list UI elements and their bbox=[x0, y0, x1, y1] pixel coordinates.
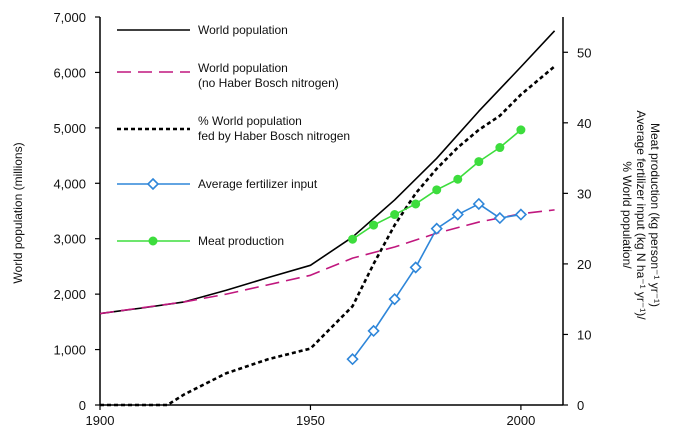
legend-label: fed by Haber Bosch nitrogen bbox=[198, 129, 350, 143]
series-line-world-population-fed-by-haber-bosch-nitrogen bbox=[100, 65, 556, 407]
data-point bbox=[388, 293, 401, 306]
series-meat-production bbox=[348, 125, 526, 244]
data-point bbox=[432, 185, 442, 195]
y-axis-right-label-line-2: Average fertilizer input (kg N ha⁻¹ yr⁻¹… bbox=[634, 110, 648, 320]
legend-label: Meat production bbox=[198, 234, 284, 248]
data-point bbox=[367, 324, 380, 338]
x-tick-label: 1950 bbox=[296, 413, 325, 428]
x-tick-label: 1900 bbox=[86, 413, 115, 428]
data-point bbox=[493, 211, 506, 225]
data-point bbox=[369, 220, 379, 230]
series-layer bbox=[99, 30, 556, 407]
y-right-tick-label: 50 bbox=[577, 45, 591, 60]
y-left-tick-label: 0 bbox=[79, 398, 86, 413]
plot-frame bbox=[99, 17, 564, 406]
data-point bbox=[495, 143, 505, 153]
y-right-tick-label: 20 bbox=[577, 257, 591, 272]
legend-label: World population bbox=[198, 23, 288, 37]
y-left-tick-label: 3,000 bbox=[53, 232, 86, 247]
data-point bbox=[348, 234, 358, 244]
y-right-tick-label: 30 bbox=[577, 186, 591, 201]
data-point bbox=[514, 208, 528, 221]
data-point bbox=[453, 174, 463, 184]
y-left-tick-label: 7,000 bbox=[53, 10, 86, 25]
data-point bbox=[430, 222, 443, 235]
y-axis-right-label-line-3: Meat production (kg person⁻¹ yr⁻¹) bbox=[648, 123, 662, 307]
legend-marker bbox=[148, 236, 158, 246]
data-point bbox=[474, 157, 484, 167]
legend-marker bbox=[146, 177, 160, 191]
data-point bbox=[451, 208, 464, 221]
y-right-tick-label: 0 bbox=[577, 398, 584, 413]
y-left-tick-label: 2,000 bbox=[53, 287, 86, 302]
legend-label: (no Haber Bosch nitrogen) bbox=[198, 76, 339, 90]
data-point bbox=[411, 199, 421, 209]
y-right-tick-label: 10 bbox=[577, 327, 591, 342]
data-point bbox=[409, 261, 422, 274]
ticks: 1900 1950 2000 0 1,000 2,000 3,000 4,000 5,000 6,… bbox=[53, 10, 591, 428]
legend-label: Average fertilizer input bbox=[198, 177, 318, 191]
series-line-world-population bbox=[99, 30, 556, 315]
legend-label: World population bbox=[198, 61, 288, 75]
series-world-population-fed-by-haber-bosch-nitrogen bbox=[100, 65, 556, 407]
y-left-tick-label: 4,000 bbox=[53, 176, 86, 191]
x-tick-label: 2000 bbox=[506, 413, 535, 428]
legend-item: World population bbox=[117, 23, 288, 37]
series-average-fertilizer-input bbox=[346, 197, 528, 366]
legend-item: Meat production bbox=[117, 234, 284, 248]
data-point bbox=[390, 210, 400, 220]
data-point bbox=[472, 197, 485, 211]
legend-item: World population(no Haber Bosch nitrogen… bbox=[117, 61, 339, 90]
y-right-tick-label: 40 bbox=[577, 116, 591, 131]
y-axis-right-label-line-1: % World population/ bbox=[620, 161, 634, 269]
legend-label: % World population bbox=[198, 114, 302, 128]
series-line-world-population-no-haber-bosch-nitrogen bbox=[99, 209, 555, 315]
series-world-population bbox=[99, 30, 556, 315]
y-axis-right-label: % World population/ Average fertilizer i… bbox=[620, 110, 662, 320]
y-left-tick-label: 6,000 bbox=[53, 65, 86, 80]
y-left-tick-label: 1,000 bbox=[53, 343, 86, 358]
data-point bbox=[516, 125, 526, 135]
series-world-population-no-haber-bosch-nitrogen bbox=[99, 209, 555, 315]
data-point bbox=[346, 353, 359, 366]
y-left-tick-label: 5,000 bbox=[53, 121, 86, 136]
legend-item: Average fertilizer input bbox=[117, 177, 318, 191]
y-axis-left-label: World population (millions) bbox=[11, 142, 25, 283]
